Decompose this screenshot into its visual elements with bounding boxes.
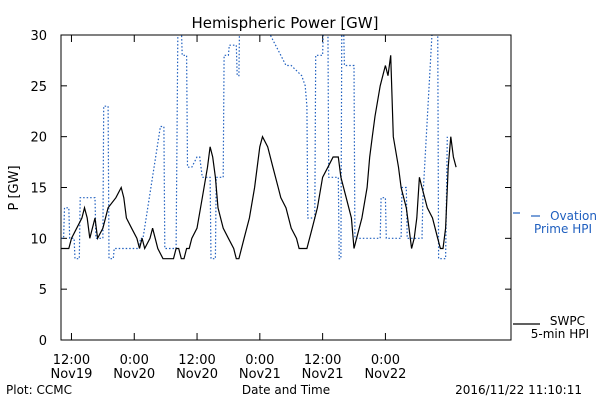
x-tick-label-date: Nov20 <box>176 367 218 382</box>
swpc-legend-label-line1: SWPC <box>550 314 585 328</box>
swpc-hpi-series-line <box>61 55 457 260</box>
footer-left-credit: Plot: CCMC <box>6 383 72 397</box>
y-tick-label: 10 <box>30 232 47 247</box>
x-tick-label-date: Nov21 <box>302 367 344 382</box>
y-tick-label: 30 <box>30 29 47 44</box>
y-tick-label: 0 <box>39 334 47 349</box>
footer-right-timestamp: 2016/11/22 11:10:11 <box>455 383 582 397</box>
y-tick-label: 20 <box>30 131 47 146</box>
y-tick-label: 15 <box>30 182 47 197</box>
chart-title: Hemispheric Power [GW] <box>192 14 379 32</box>
y-axis-ticks: 0 5 10 15 20 25 30 <box>30 29 511 349</box>
x-tick-label-date: Nov22 <box>364 367 406 382</box>
x-axis-label: Date and Time <box>242 383 330 397</box>
ovation-legend-label-line2: Prime HPI <box>534 222 592 236</box>
x-tick-label-time: 0:00 <box>371 353 400 368</box>
x-tick-label-time: 0:00 <box>245 353 274 368</box>
x-tick-label-time: 12:00 <box>53 353 90 368</box>
x-tick-label-date: Nov21 <box>239 367 281 382</box>
x-axis-ticks: 12:00Nov190:00Nov2012:00Nov200:00Nov2112… <box>51 35 406 382</box>
x-tick-label-time: 0:00 <box>120 353 149 368</box>
swpc-legend-label-line2: 5-min HPI <box>531 327 589 341</box>
ovation-prime-hpi-series-line <box>61 35 448 260</box>
x-tick-label-time: 12:00 <box>178 353 215 368</box>
y-tick-label: 25 <box>30 80 47 95</box>
x-tick-label-time: 12:00 <box>304 353 341 368</box>
y-axis-label: P [GW] <box>7 165 22 210</box>
ovation-legend-label-line1: Ovation <box>550 209 597 223</box>
x-tick-label-date: Nov20 <box>113 367 155 382</box>
y-tick-label: 5 <box>39 283 47 298</box>
x-tick-label-date: Nov19 <box>51 367 93 382</box>
plot-frame <box>60 34 512 341</box>
